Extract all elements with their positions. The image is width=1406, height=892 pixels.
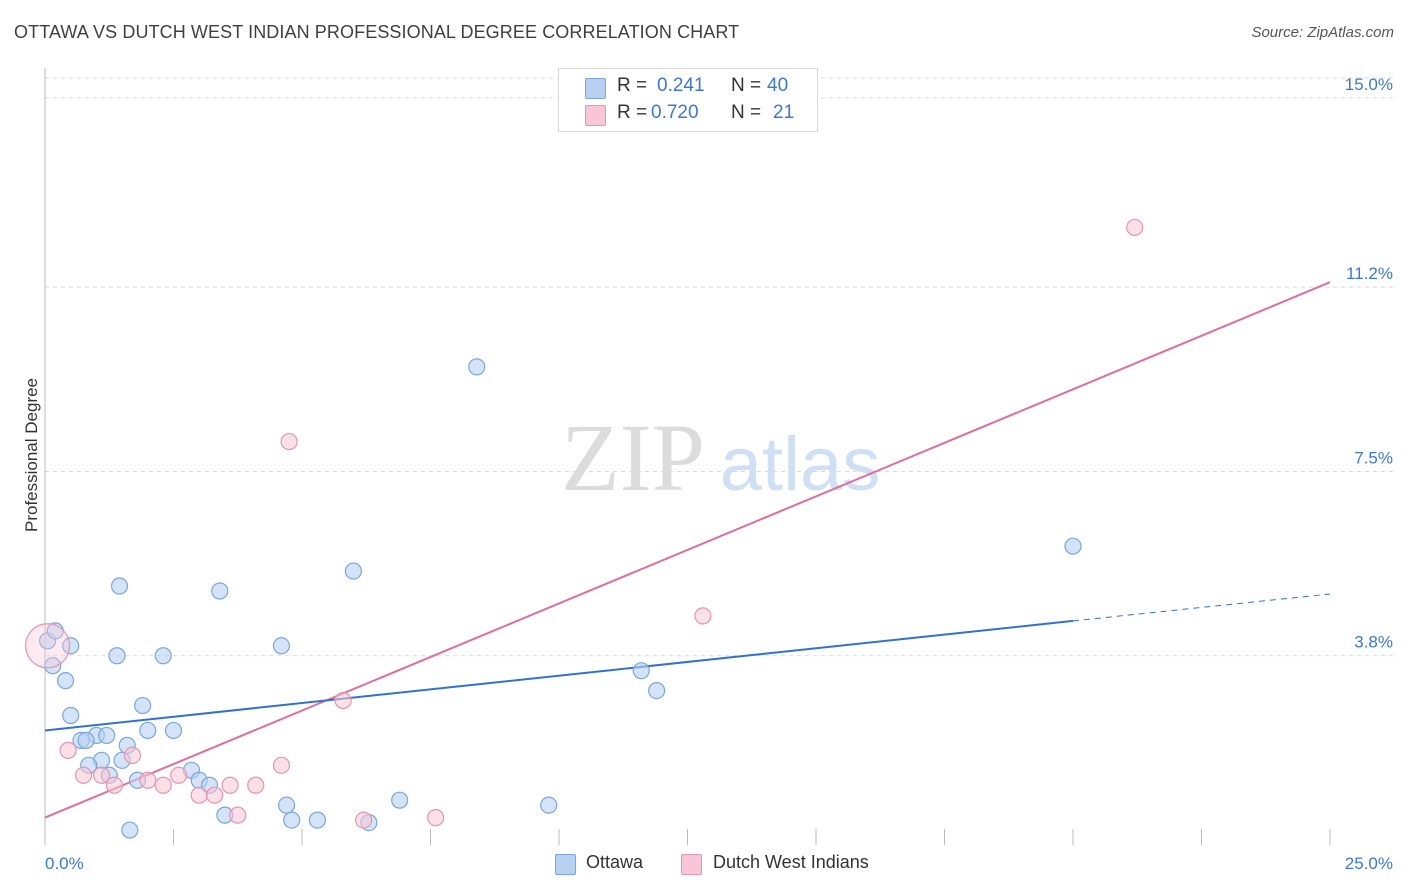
gridlines — [45, 77, 1395, 657]
dutch-point — [59, 741, 77, 759]
data-points — [24, 218, 1144, 839]
dutch-point — [24, 623, 71, 669]
ottawa-point — [648, 682, 666, 700]
dutch-point — [334, 691, 352, 710]
dutch-point — [694, 607, 712, 625]
ottawa-point — [308, 811, 327, 829]
dutch-point — [123, 746, 141, 764]
r-label: R = — [617, 102, 648, 123]
ottawa-point — [56, 672, 75, 690]
y-tick-label: 15.0% — [1345, 75, 1393, 94]
dutch-point — [170, 766, 188, 784]
ottawa-point — [44, 657, 62, 675]
dutch-trend-line — [44, 281, 1331, 819]
dutch-legend-swatch — [681, 854, 702, 875]
dutch-point — [427, 809, 445, 827]
watermark: ZIP atlas — [561, 404, 880, 511]
dutch-point — [229, 806, 247, 824]
ottawa-point — [98, 726, 116, 745]
watermark-zip: ZIP — [561, 404, 705, 511]
dutch-point — [154, 776, 172, 794]
ottawa-point — [1064, 537, 1082, 555]
ottawa-point — [540, 796, 558, 814]
axes — [44, 68, 1331, 845]
trend-lines — [44, 281, 1331, 819]
y-tick-label: 7.5% — [1354, 448, 1393, 467]
dutch-point — [190, 786, 208, 804]
ottawa-point — [468, 358, 486, 376]
x-tick-label: 0.0% — [45, 854, 84, 873]
ottawa-point — [283, 811, 301, 829]
ottawa-point — [134, 696, 152, 715]
dutch-point — [355, 811, 373, 829]
ottawa-point — [154, 647, 172, 665]
n-label: N = — [731, 102, 762, 123]
dutch-point — [206, 786, 224, 804]
n-label: N = — [731, 75, 762, 96]
x-tick-label: 25.0% — [1345, 854, 1393, 873]
r-label: R = — [617, 75, 648, 96]
ottawa-point — [164, 721, 183, 740]
y-tick-label: 3.8% — [1354, 633, 1393, 652]
ottawa-point — [121, 821, 139, 839]
dutch-point — [92, 766, 111, 784]
dutch-point — [139, 771, 157, 789]
ottawa-point — [211, 582, 229, 600]
r-value: 0.720 — [651, 102, 699, 123]
ottawa-point — [391, 791, 409, 809]
ottawa-point — [344, 562, 362, 580]
dutch-legend-label: Dutch West Indians — [713, 852, 869, 872]
y-axis-label: Professional Degree — [22, 377, 41, 533]
source-label: Source: ZipAtlas.com — [1251, 24, 1394, 41]
ottawa-legend-label: Ottawa — [586, 852, 644, 872]
ottawa-legend-swatch — [555, 854, 576, 875]
y-tick-label: 11.2% — [1346, 264, 1393, 283]
ottawa-point — [62, 706, 80, 725]
watermark-atlas: atlas — [720, 422, 881, 507]
tick-labels: 3.8% 7.5% 11.2% 15.0% 0.0% 25.0% — [45, 75, 1393, 873]
ottawa-trend-line — [44, 619, 1074, 732]
ottawa-point — [108, 647, 126, 665]
ottawa-point — [272, 637, 291, 655]
dutch-point — [247, 776, 265, 794]
n-value: 40 — [767, 75, 789, 96]
correlation-legend: R = 0.241 N = 40 R = 0.720 N = 21 — [558, 68, 818, 132]
dutch-point — [221, 776, 239, 794]
ottawa-point — [110, 577, 129, 595]
ottawa-trend-extension — [1072, 593, 1331, 622]
dutch-point — [1126, 218, 1144, 237]
r-value: 0.241 — [657, 75, 705, 96]
dutch-point — [280, 432, 298, 451]
ottawa-point — [62, 637, 80, 655]
dutch-swatch — [585, 105, 606, 126]
dutch-point — [74, 766, 93, 784]
dutch-point — [272, 756, 291, 774]
ottawa-swatch — [585, 78, 606, 99]
chart-title: OTTAWA VS DUTCH WEST INDIAN PROFESSIONAL… — [14, 22, 740, 42]
ottawa-point — [277, 796, 296, 814]
ottawa-point — [77, 731, 95, 750]
n-value: 21 — [773, 102, 795, 123]
ottawa-point — [139, 721, 157, 740]
dutch-point — [105, 776, 123, 794]
ottawa-point — [632, 662, 650, 680]
